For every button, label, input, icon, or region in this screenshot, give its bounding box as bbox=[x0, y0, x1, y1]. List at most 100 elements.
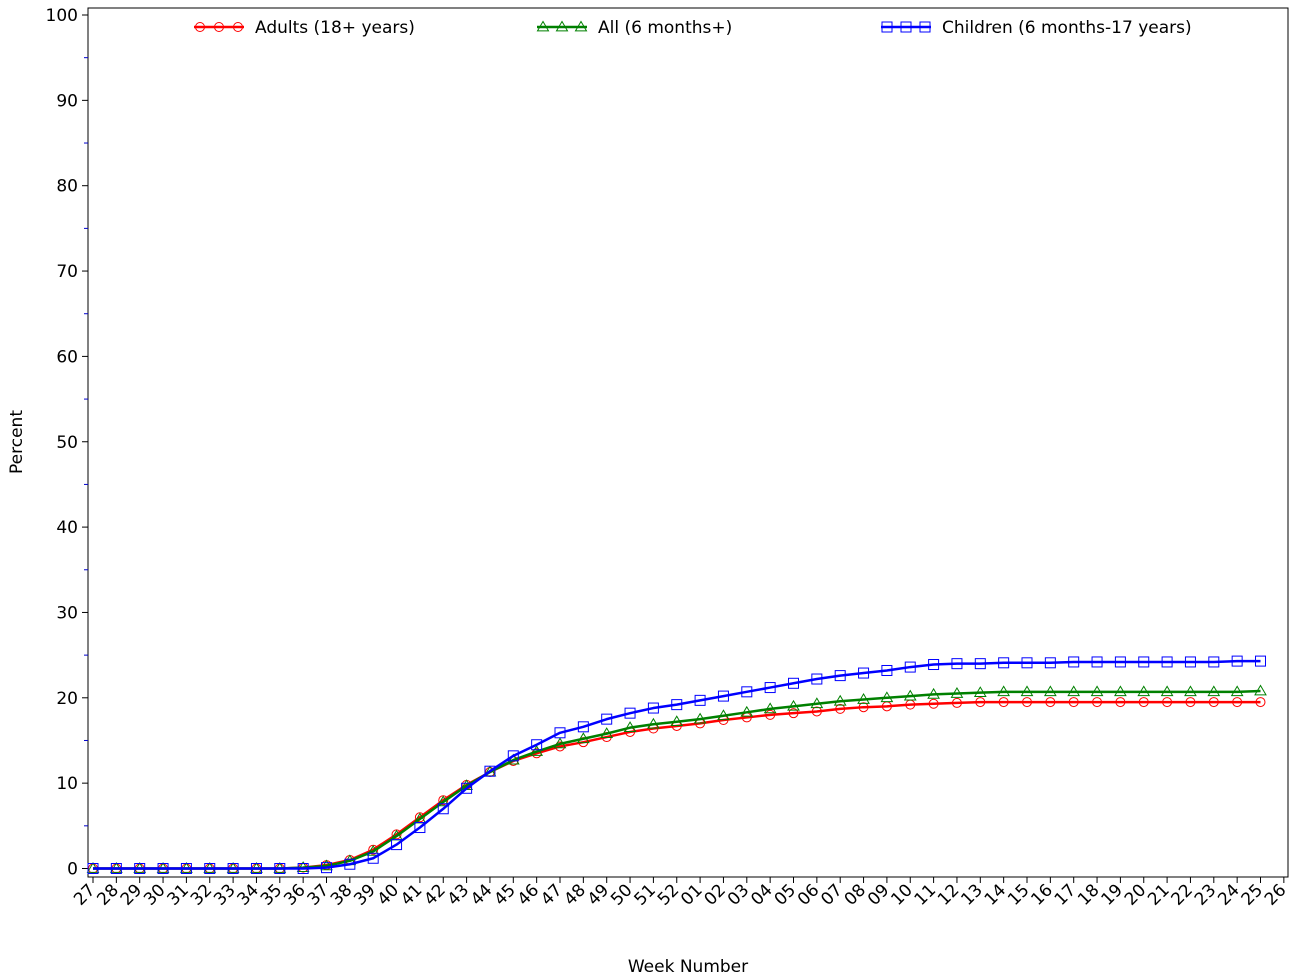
data-point-triangle bbox=[1160, 685, 1174, 697]
data-point-square bbox=[577, 721, 589, 733]
data-point-square bbox=[180, 863, 192, 874]
data-point-square bbox=[1021, 657, 1033, 669]
y-tick-label: 100 bbox=[46, 6, 78, 26]
data-point-circle bbox=[975, 697, 986, 708]
y-tick-label: 60 bbox=[56, 347, 78, 367]
data-point-triangle bbox=[320, 859, 333, 871]
data-point-triangle bbox=[1254, 684, 1267, 696]
data-point-circle bbox=[811, 706, 822, 717]
data-point-square bbox=[531, 739, 543, 751]
data-point-circle bbox=[1045, 697, 1056, 708]
data-point-triangle bbox=[600, 727, 614, 738]
data-point-square bbox=[1068, 656, 1080, 668]
data-point-square bbox=[274, 863, 286, 874]
data-point-triangle bbox=[536, 20, 550, 32]
legend-label: Adults (18+ years) bbox=[255, 18, 415, 38]
data-point-triangle bbox=[903, 689, 917, 701]
data-point-triangle bbox=[1043, 685, 1057, 697]
data-point-square bbox=[110, 863, 122, 874]
data-point-triangle bbox=[1207, 685, 1221, 697]
data-point-triangle bbox=[740, 705, 754, 717]
legend: Adults (18+ years) All (6 months+) Childre… bbox=[194, 18, 1192, 38]
data-point-square bbox=[204, 863, 216, 874]
data-point-square bbox=[928, 659, 940, 671]
data-point-square bbox=[671, 699, 683, 711]
data-point-square bbox=[321, 862, 332, 874]
data-point-triangle bbox=[810, 697, 824, 709]
data-point-triangle bbox=[857, 693, 870, 704]
y-tick-label: 70 bbox=[56, 262, 78, 282]
series-group bbox=[88, 697, 1266, 874]
data-point-triangle bbox=[366, 844, 380, 856]
data-point-triangle bbox=[436, 795, 450, 807]
data-point-circle bbox=[1162, 697, 1173, 708]
data-point-triangle bbox=[717, 709, 730, 721]
data-point-square bbox=[1138, 656, 1150, 668]
series-group bbox=[87, 655, 1266, 874]
data-point-square bbox=[919, 21, 931, 33]
legend-item: Children (6 months-17 years) bbox=[881, 18, 1192, 38]
data-point-circle bbox=[765, 709, 776, 720]
data-point-triangle bbox=[576, 732, 590, 744]
data-point-circle bbox=[1115, 697, 1126, 708]
data-point-square bbox=[998, 657, 1010, 669]
data-point-circle bbox=[195, 22, 205, 32]
data-point-square bbox=[1161, 656, 1173, 668]
data-point-triangle bbox=[693, 712, 707, 724]
data-point-triangle bbox=[997, 685, 1011, 697]
data-point-triangle bbox=[973, 686, 987, 698]
data-point-triangle bbox=[1137, 685, 1151, 697]
plot-frame bbox=[87, 7, 1289, 878]
data-point-circle bbox=[1208, 697, 1219, 708]
data-point-circle bbox=[858, 702, 869, 713]
data-point-square bbox=[507, 750, 519, 762]
series-line bbox=[93, 689, 1261, 870]
x-tick-label: 26 bbox=[1261, 880, 1290, 909]
data-point-triangle bbox=[555, 20, 569, 32]
data-point-square bbox=[1091, 656, 1103, 668]
data-point-square bbox=[1231, 655, 1243, 667]
data-point-square bbox=[461, 782, 473, 794]
data-point-square bbox=[297, 863, 309, 874]
data-point-square bbox=[157, 863, 169, 874]
data-point-circle bbox=[1232, 697, 1243, 708]
data-point-triangle bbox=[647, 717, 660, 729]
x-axis: 2728293031323334353637383940414243444546… bbox=[70, 877, 1290, 910]
data-point-circle bbox=[214, 22, 224, 32]
legend-label: Children (6 months-17 years) bbox=[942, 18, 1192, 38]
x-axis-title: Week Number bbox=[628, 957, 748, 977]
data-point-square bbox=[344, 858, 356, 870]
data-point-square bbox=[1208, 656, 1220, 668]
data-point-square bbox=[951, 658, 963, 670]
y-tick-label: 30 bbox=[56, 603, 78, 623]
data-point-square bbox=[904, 661, 916, 673]
data-point-circle bbox=[233, 22, 243, 32]
data-point-square bbox=[811, 673, 823, 685]
data-point-circle bbox=[1022, 697, 1032, 708]
data-point-circle bbox=[1138, 697, 1149, 708]
data-point-triangle bbox=[670, 715, 684, 727]
data-point-square bbox=[87, 863, 99, 874]
data-point-square bbox=[1184, 656, 1196, 668]
data-point-triangle bbox=[1067, 685, 1081, 697]
data-point-triangle bbox=[1184, 685, 1197, 697]
data-point-square bbox=[554, 727, 566, 739]
data-point-square bbox=[1114, 656, 1126, 668]
data-point-triangle bbox=[530, 745, 544, 756]
data-point-square bbox=[694, 694, 706, 706]
data-point-square bbox=[647, 702, 659, 714]
data-point-circle bbox=[1255, 697, 1266, 708]
data-point-circle bbox=[1068, 697, 1079, 708]
data-point-square bbox=[484, 765, 496, 777]
data-point-triangle bbox=[1090, 685, 1104, 697]
data-point-square bbox=[788, 677, 799, 689]
data-point-square bbox=[881, 664, 893, 676]
y-tick-label: 90 bbox=[56, 91, 78, 111]
data-point-square bbox=[601, 713, 613, 725]
y-tick-label: 50 bbox=[56, 433, 78, 453]
data-point-square bbox=[858, 667, 870, 679]
data-point-circle bbox=[1185, 697, 1196, 708]
data-point-circle bbox=[951, 697, 962, 708]
y-tick-label: 10 bbox=[56, 774, 78, 794]
